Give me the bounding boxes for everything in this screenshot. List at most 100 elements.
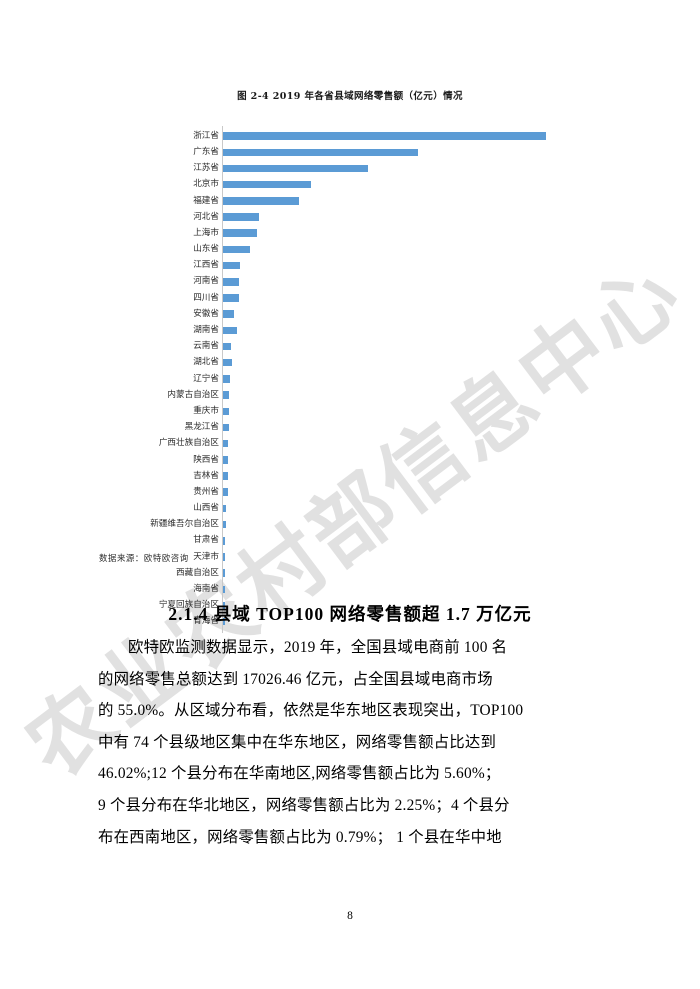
chart-category-label: 山东省 [193,244,219,255]
chart-bar [223,537,226,545]
chart-bar [223,180,311,189]
chart-bar [223,358,233,367]
chart-category-label: 江苏省 [193,163,219,174]
chart-bar [223,294,239,302]
body-line: 46.02%;12 个县分布在华南地区,网络零售额占比为 5.60%； [98,765,501,783]
chart-bar-row: 上海市 [193,225,585,241]
chart-bar-row: 山东省 [193,241,585,257]
chart-bar [223,310,235,318]
chart-category-label: 江西省 [193,260,219,271]
chart-bar [223,439,228,448]
chart-bar-row: 湖北省 [193,355,585,371]
chart-category-label: 安徽省 [193,308,219,319]
chart-bar [223,342,231,351]
chart-category-label: 新疆维吾尔自治区 [150,519,219,530]
chart-bar [223,617,225,626]
chart-category-label: 宁夏回族自治区 [158,600,219,611]
chart-bar-row: 北京市 [193,177,585,193]
figure-block: 图 2-4 2019 年各省县域网络零售额（亿元）情况 浙江省广东省江苏省北京市… [0,88,700,633]
chart-bar-row: 河南省 [193,274,585,290]
chart-category-label: 天津市 [193,551,219,562]
chart-category-label: 湖北省 [193,357,219,368]
chart-bar-row: 吉林省 [193,468,585,484]
page-number: 8 [347,910,353,922]
chart-bar-row: 天津市 [193,549,585,565]
chart-bar [223,488,228,496]
chart-category-label: 重庆市 [193,405,219,416]
chart-bar-row: 云南省 [193,338,585,354]
chart-category-label: 上海市 [193,227,219,238]
chart-bar-row: 安徽省 [193,306,585,322]
chart-bar [223,504,227,513]
chart-bar-row: 福建省 [193,193,585,209]
chart-category-label: 广东省 [193,146,219,157]
chart-bar [223,148,418,157]
body-line: 布在西南地区，网络零售额占比为 0.79%； 1 个县在华中地 [98,828,502,846]
chart-bar [223,553,226,561]
chart-bar [223,326,237,335]
chart-bar [223,391,229,399]
chart-bar [223,472,228,480]
chart-bar-row: 河北省 [193,209,585,225]
chart-category-label: 河北省 [193,211,219,222]
chart-bar [223,375,230,383]
chart-category-label: 北京市 [193,179,219,190]
chart-bar-row: 四川省 [193,290,585,306]
body-line: 欧特欧监测数据显示，2019 年，全国县域电商前 100 名 [128,639,508,656]
chart-bar-row: 贵州省 [193,484,585,500]
chart-category-label: 辽宁省 [193,373,219,384]
chart-bar [223,132,547,140]
chart-bar [223,229,258,237]
chart-bar-row: 内蒙古自治区 [167,387,585,403]
chart-bar-row: 广西壮族自治区 [159,436,585,452]
chart-bar [223,601,225,610]
chart-bar-row: 青海省 [193,614,585,630]
chart-category-label: 贵州省 [193,486,219,497]
chart-bar [223,407,229,416]
body-line: 9 个县分布在华北地区，网络零售额占比为 2.25%；4 个县分 [98,796,510,814]
figure-caption: 图 2-4 2019 年各省县域网络零售额（亿元）情况 [237,91,463,102]
chart-category-label: 湖南省 [193,325,219,336]
chart-category-label: 甘肃省 [193,535,219,546]
chart-bar-row: 山西省 [193,500,585,516]
chart-bar-row: 西藏自治区 [176,565,585,581]
section-heading: 2.1.4 县域 TOP100 网络零售额超 1.7 万亿元 [168,603,532,624]
chart-category-label: 西藏自治区 [176,567,219,578]
chart-category-label: 浙江省 [193,130,219,141]
chart-bar-row: 陕西省 [193,452,585,468]
chart-bar-row: 黑龙江省 [185,419,585,435]
chart-category-label: 内蒙古自治区 [167,389,219,400]
chart-bar-row: 宁夏回族自治区 [159,597,585,613]
chart-bar-row: 海南省 [193,581,585,597]
chart-category-label: 福建省 [193,195,219,206]
chart-category-label: 云南省 [193,341,219,352]
chart-category-label: 河南省 [193,276,219,287]
chart-category-label: 黑龙江省 [184,422,219,433]
chart-bar-row: 江苏省 [193,160,585,176]
chart-bar [223,164,368,173]
body-line: 的网络零售总额达到 17026.46 亿元，占全国县域电商市场 [98,670,493,688]
chart-bar [223,278,239,286]
chart-category-label: 四川省 [193,292,219,303]
chart-category-label: 吉林省 [193,470,219,481]
figure-source-note: 数据来源：欧特欧咨询 [99,553,189,563]
chart-category-label: 陕西省 [193,454,219,465]
chart-bar [223,423,229,432]
chart-category-label: 海南省 [193,584,219,595]
chart-bar [223,585,225,594]
chart-bar [223,245,251,254]
chart-bar [223,197,300,205]
chart-bar-row: 重庆市 [193,403,585,419]
chart-bar-row: 江西省 [193,258,585,274]
chart-bar [223,520,227,529]
chart-bar-row: 新疆维吾尔自治区 [150,517,585,533]
chart-bar-row: 辽宁省 [193,371,585,387]
chart-bar-row: 浙江省 [193,128,585,144]
chart-bar-row: 湖南省 [193,322,585,338]
chart-bar [223,456,228,464]
chart-category-label: 青海省 [193,616,219,627]
chart-bar [223,569,226,577]
chart-bar-row: 广东省 [193,144,585,160]
body-paragraph: 欧特欧监测数据显示，2019 年，全国县域电商前 100 名的网络零售总额达到 … [98,632,604,853]
